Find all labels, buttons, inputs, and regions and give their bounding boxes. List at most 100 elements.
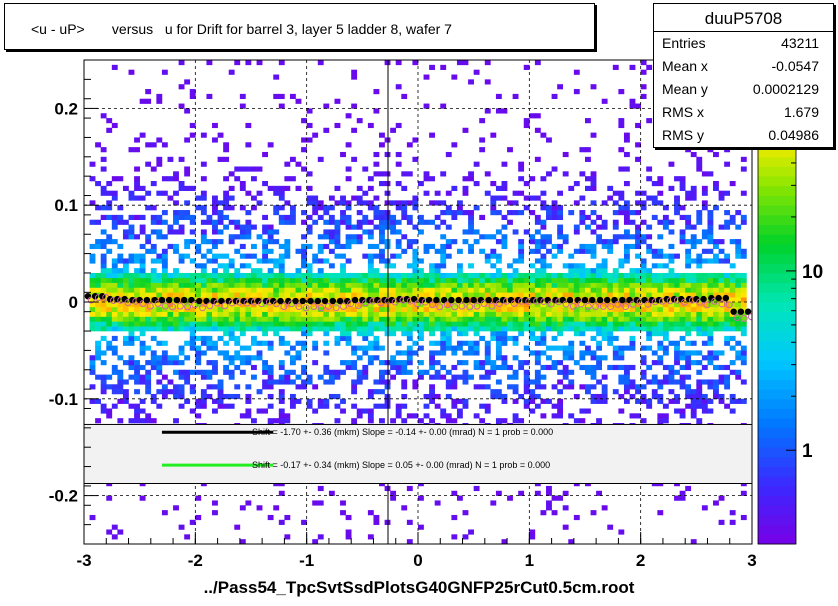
heatmap-cell <box>468 529 474 535</box>
heatmap-cell <box>245 287 252 293</box>
heatmap-cell <box>713 282 719 288</box>
heatmap-cell <box>189 93 196 100</box>
heatmap-cell <box>251 195 257 201</box>
profile-point-open <box>510 300 518 308</box>
heatmap-cell <box>312 195 319 201</box>
heatmap-cell <box>284 282 291 288</box>
heatmap-cell <box>189 132 196 138</box>
heatmap-cell <box>540 374 547 380</box>
heatmap-cell <box>629 103 636 109</box>
heatmap-cell <box>701 403 708 409</box>
heatmap-cell <box>306 331 313 337</box>
heatmap-cell <box>145 413 152 419</box>
heatmap-cell <box>317 403 324 409</box>
heatmap-cell <box>573 393 580 400</box>
heatmap-cell <box>362 166 369 172</box>
heatmap-cell <box>540 263 547 269</box>
heatmap-cell <box>267 379 274 385</box>
heatmap-cell <box>189 369 196 375</box>
heatmap-cell <box>406 335 413 342</box>
profile-point <box>619 296 626 304</box>
heatmap-cell <box>690 321 697 327</box>
heatmap-cell <box>507 364 513 371</box>
heatmap-cell <box>445 302 452 308</box>
heatmap-cell <box>507 335 513 342</box>
heatmap-cell <box>317 205 324 211</box>
heatmap-cell <box>239 505 246 511</box>
heatmap-cell <box>484 350 491 356</box>
heatmap-cell <box>701 306 708 312</box>
heatmap-cell <box>234 234 241 240</box>
heatmap-cell <box>573 306 580 312</box>
heatmap-cell <box>623 210 630 216</box>
heatmap-cell <box>679 335 686 342</box>
heatmap-cell <box>173 360 179 366</box>
heatmap-cell <box>590 181 597 187</box>
heatmap-cell <box>685 321 692 327</box>
heatmap-cell <box>740 287 747 293</box>
heatmap-cell <box>406 306 413 312</box>
heatmap-cell <box>523 360 530 366</box>
heatmap-cell <box>145 161 152 167</box>
palette-band <box>758 176 796 187</box>
heatmap-cell <box>412 321 419 327</box>
heatmap-cell <box>462 510 469 516</box>
heatmap-cell <box>139 229 146 235</box>
heatmap-cell <box>701 340 708 346</box>
heatmap-cell <box>351 287 358 293</box>
heatmap-cell <box>178 156 185 162</box>
heatmap-cell <box>707 302 714 308</box>
heatmap-cell <box>390 321 397 327</box>
heatmap-cell <box>306 326 313 332</box>
heatmap-cell <box>178 369 185 375</box>
heatmap-cell <box>718 364 725 371</box>
heatmap-cell <box>223 156 230 162</box>
heatmap-cell <box>729 302 736 308</box>
heatmap-cell <box>713 243 719 250</box>
heatmap-cell <box>161 282 168 288</box>
heatmap-cell <box>134 408 140 414</box>
heatmap-cell <box>495 282 502 288</box>
palette-band <box>758 156 796 167</box>
heatmap-cell <box>662 364 669 371</box>
heatmap-cell <box>122 234 129 240</box>
heatmap-cell <box>418 306 424 312</box>
heatmap-cell <box>635 316 641 322</box>
heatmap-cell <box>479 214 486 221</box>
heatmap-cell <box>362 306 369 312</box>
heatmap-cell <box>551 403 558 409</box>
heatmap-cell <box>301 292 307 298</box>
heatmap-cell <box>239 321 246 327</box>
heatmap-cell <box>200 321 207 327</box>
heatmap-cell <box>367 510 374 516</box>
heatmap-cell <box>200 316 207 322</box>
heatmap-cell <box>156 340 163 346</box>
heatmap-cell <box>518 287 525 293</box>
palette-band <box>758 534 796 545</box>
heatmap-cell <box>468 210 474 216</box>
heatmap-cell <box>278 263 285 269</box>
heatmap-cell <box>289 311 296 317</box>
heatmap-cell <box>173 282 179 288</box>
heatmap-cell <box>612 316 619 322</box>
heatmap-cell <box>373 340 380 346</box>
heatmap-cell <box>195 316 202 322</box>
heatmap-cell <box>395 181 402 187</box>
heatmap-cell <box>585 384 591 390</box>
heatmap-cell <box>289 214 296 221</box>
heatmap-cell <box>178 253 185 259</box>
heatmap-cell <box>562 292 569 298</box>
heatmap-cell <box>501 321 508 327</box>
heatmap-cell <box>451 311 458 317</box>
profile-point-open <box>199 304 207 312</box>
heatmap-cell <box>740 398 747 404</box>
heatmap-cell <box>596 418 602 424</box>
heatmap-cell <box>345 214 352 221</box>
heatmap-cell <box>139 282 146 288</box>
heatmap-cell <box>646 326 653 332</box>
heatmap-cell <box>200 340 207 346</box>
heatmap-cell <box>551 292 558 298</box>
heatmap-cell <box>111 302 118 308</box>
heatmap-cell <box>579 263 586 269</box>
heatmap-cell <box>434 287 441 293</box>
